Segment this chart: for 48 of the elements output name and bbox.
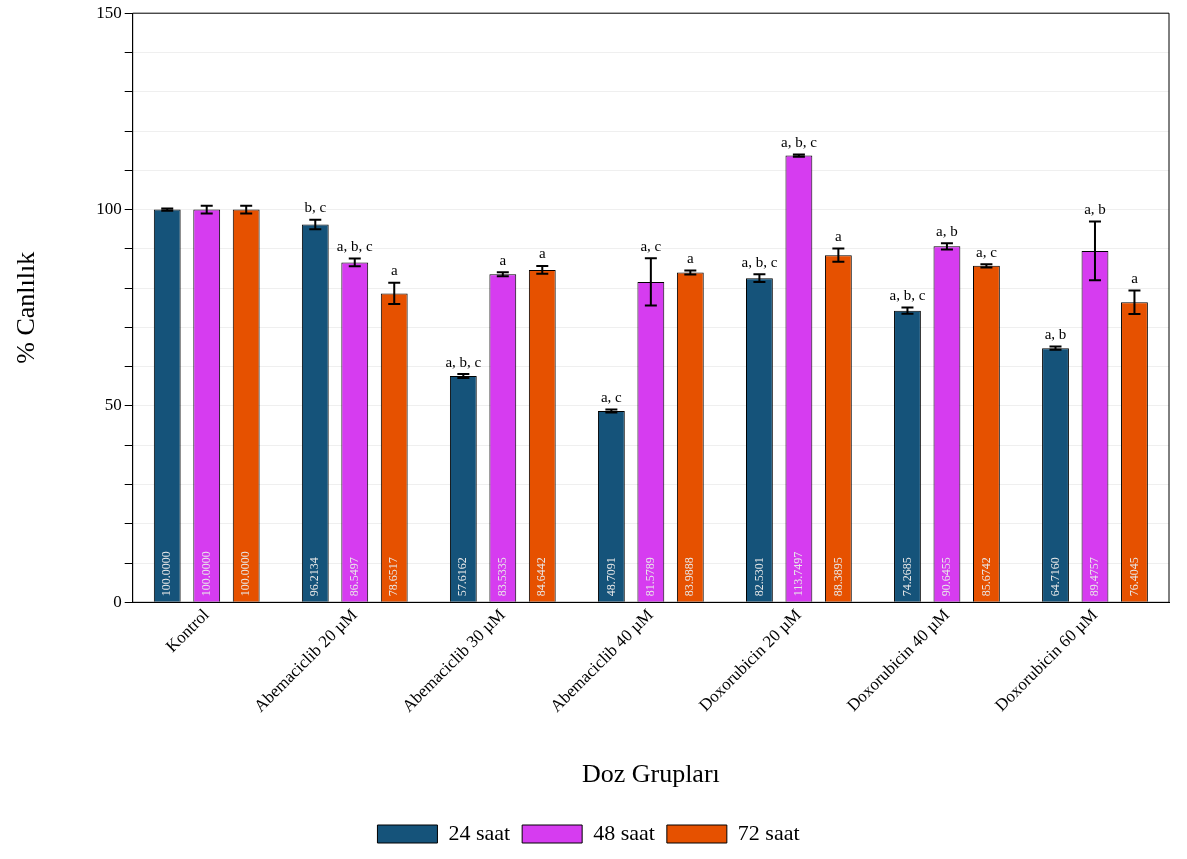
annotation: a, c — [600, 388, 623, 405]
data-label: 83.9888 — [682, 557, 697, 597]
annotation: a, b, c — [741, 253, 778, 270]
y-axis-title: % Canlılık — [11, 251, 41, 364]
annotation: a, b — [1084, 200, 1106, 217]
x-axis-title: Doz Grupları — [581, 759, 720, 789]
data-label: 84.6442 — [534, 557, 549, 597]
data-label: 89.4757 — [1087, 557, 1102, 597]
data-label: 78.6517 — [386, 557, 401, 597]
data-label: 83.5335 — [494, 557, 509, 597]
legend-label: 24 saat — [448, 819, 511, 845]
legend-label: 72 saat — [737, 819, 800, 845]
annotation: a — [835, 227, 843, 244]
annotation: a — [499, 251, 507, 268]
annotation: a, b, c — [336, 237, 374, 254]
y-tick-label: 50 — [104, 395, 122, 415]
data-label: 48.7091 — [603, 557, 618, 597]
data-label: 82.5301 — [751, 557, 766, 597]
annotation: a — [1131, 269, 1139, 286]
data-label: 100.0000 — [198, 551, 213, 597]
annotation: b, c — [304, 199, 327, 216]
annotation: a, c — [976, 243, 998, 260]
annotation: a — [686, 249, 694, 266]
data-label: 100.0000 — [238, 551, 253, 597]
data-label: 88.3895 — [830, 557, 845, 597]
data-label: 100.0000 — [159, 551, 174, 597]
annotation: a, b — [936, 222, 958, 239]
y-tick-label: 0 — [113, 591, 122, 611]
annotation: a, b, c — [445, 353, 482, 370]
annotation: a, b, c — [780, 133, 818, 150]
annotation: a — [538, 245, 546, 262]
annotation: a, b — [1044, 326, 1067, 343]
data-label: 85.6742 — [978, 557, 993, 597]
data-label: 57.6162 — [455, 557, 470, 597]
legend-label: 48 saat — [593, 819, 655, 845]
annotation: a, c — [640, 237, 662, 254]
y-tick-label: 150 — [96, 2, 122, 22]
data-label: 113.7497 — [791, 551, 806, 597]
y-tick-label: 100 — [96, 199, 122, 219]
annotation: a — [390, 262, 398, 279]
data-label: 81.5789 — [643, 557, 658, 597]
annotation: a, b, c — [889, 286, 926, 303]
data-label: 86.5497 — [346, 557, 361, 597]
data-label: 90.6455 — [939, 557, 954, 597]
data-label: 96.2134 — [307, 557, 322, 597]
data-label: 76.4045 — [1126, 557, 1141, 597]
data-label: 74.2685 — [899, 557, 914, 597]
data-label: 64.7160 — [1047, 557, 1062, 597]
